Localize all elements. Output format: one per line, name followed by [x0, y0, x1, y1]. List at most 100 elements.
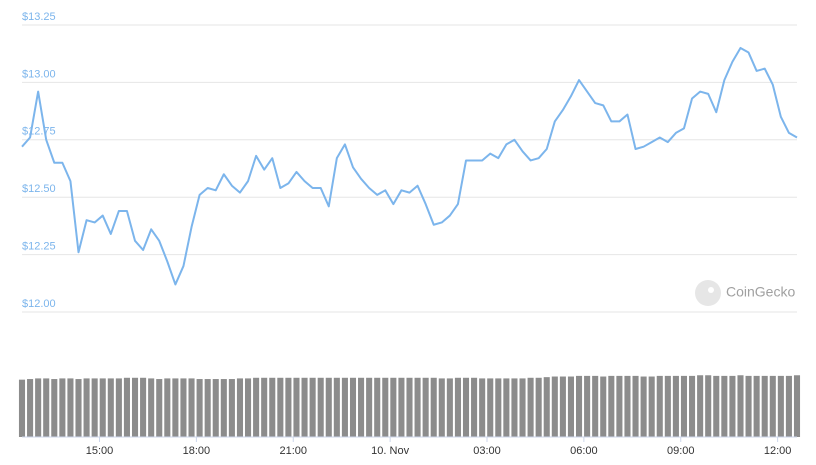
volume-bar	[341, 377, 348, 437]
volume-bar	[584, 375, 591, 437]
y-tick-label: $12.50	[22, 183, 56, 195]
volume-bar	[438, 378, 445, 437]
volume-bar	[721, 375, 728, 437]
volume-bar	[422, 377, 429, 437]
volume-bar	[705, 375, 712, 437]
volume-bar	[51, 379, 58, 437]
volume-bar	[285, 377, 292, 437]
volume-bar	[462, 377, 470, 437]
volume-bar	[115, 378, 122, 437]
volume-bar	[366, 377, 373, 437]
x-tick-label: 10. Nov	[371, 445, 409, 457]
watermark-logo-eye	[708, 287, 714, 293]
volume-bar	[358, 377, 365, 437]
volume-bar	[43, 378, 50, 437]
volume-bar	[785, 375, 792, 437]
volume-bar	[503, 378, 510, 437]
watermark-text: CoinGecko	[726, 284, 795, 300]
x-tick-label: 15:00	[86, 445, 114, 457]
x-tick-label: 06:00	[570, 445, 598, 457]
y-tick-label: $13.25	[22, 11, 56, 23]
x-tick-label: 03:00	[473, 445, 501, 457]
volume-bar	[769, 375, 776, 437]
volume-bar	[454, 377, 461, 437]
y-tick-label: $12.00	[22, 298, 56, 310]
volume-bar	[446, 378, 453, 437]
volume-bar	[471, 377, 478, 437]
volume-bar	[680, 375, 688, 437]
price-line	[21, 46, 798, 286]
volume-bar	[761, 375, 768, 437]
volume-bar	[697, 375, 704, 437]
volume-bar	[382, 377, 389, 437]
watermark-logo	[695, 280, 721, 306]
volume-bar	[689, 375, 696, 437]
volume-bar	[592, 375, 599, 437]
volume-bar	[559, 376, 566, 437]
volume-bar	[600, 376, 607, 437]
volume-bar	[325, 377, 332, 437]
volume-bar	[277, 377, 284, 437]
volume-bar	[180, 378, 187, 437]
volume-bar	[75, 379, 82, 437]
volume-bar	[293, 377, 300, 437]
volume-bar	[664, 375, 671, 437]
volume-bar	[648, 376, 655, 437]
volume-bar	[35, 378, 42, 437]
volume-bar	[616, 375, 623, 437]
volume-bar	[479, 378, 486, 437]
volume-bar	[608, 375, 615, 437]
volume-bar	[261, 377, 268, 437]
volume-bar	[301, 377, 308, 437]
volume-bar	[107, 378, 114, 437]
volume-bar	[91, 378, 98, 437]
volume-bar	[67, 378, 74, 437]
volume-bar	[172, 378, 179, 437]
volume-bar	[495, 378, 502, 437]
y-tick-label: $12.75	[22, 126, 56, 138]
volume-bar	[745, 375, 752, 437]
volume-bar	[269, 377, 276, 437]
volume-bar	[220, 379, 227, 437]
volume-bar	[140, 377, 147, 437]
y-tick-label: $13.00	[22, 68, 56, 80]
volume-bar	[487, 378, 494, 437]
volume-bar	[624, 375, 631, 437]
volume-bar	[737, 375, 744, 437]
volume-bar	[374, 377, 381, 437]
volume-bar	[196, 379, 203, 437]
volume-bar	[713, 375, 720, 437]
volume-bar	[148, 378, 155, 437]
volume-bar	[131, 377, 139, 437]
volume-bar	[188, 378, 195, 437]
volume-bar	[333, 377, 340, 437]
volume-bar	[204, 379, 211, 437]
volume-bar	[406, 377, 413, 437]
volume-bar	[18, 379, 26, 437]
volume-bar	[156, 379, 163, 437]
volume-bar	[398, 377, 405, 437]
volume-bar	[632, 375, 639, 437]
x-tick-label: 12:00	[764, 445, 792, 457]
volume-bar	[309, 377, 316, 437]
volume-bar	[567, 376, 574, 437]
volume-bar	[535, 377, 542, 437]
volume-bar	[672, 375, 679, 437]
volume-bar	[777, 375, 784, 437]
volume-bar	[349, 377, 357, 437]
volume-bar	[729, 375, 736, 437]
volume-bar	[793, 375, 801, 437]
volume-bar	[59, 378, 66, 437]
volume-bar	[245, 378, 252, 437]
volume-bar	[390, 377, 397, 437]
x-tick-label: 18:00	[183, 445, 211, 457]
volume-bar	[753, 375, 760, 437]
volume-bar	[123, 377, 130, 437]
volume-bar	[99, 378, 106, 437]
y-tick-label: $12.25	[22, 241, 56, 253]
volume-bar	[551, 376, 558, 437]
volume-bar	[656, 375, 663, 437]
volume-bar	[430, 377, 437, 437]
volume-bar	[236, 378, 244, 437]
